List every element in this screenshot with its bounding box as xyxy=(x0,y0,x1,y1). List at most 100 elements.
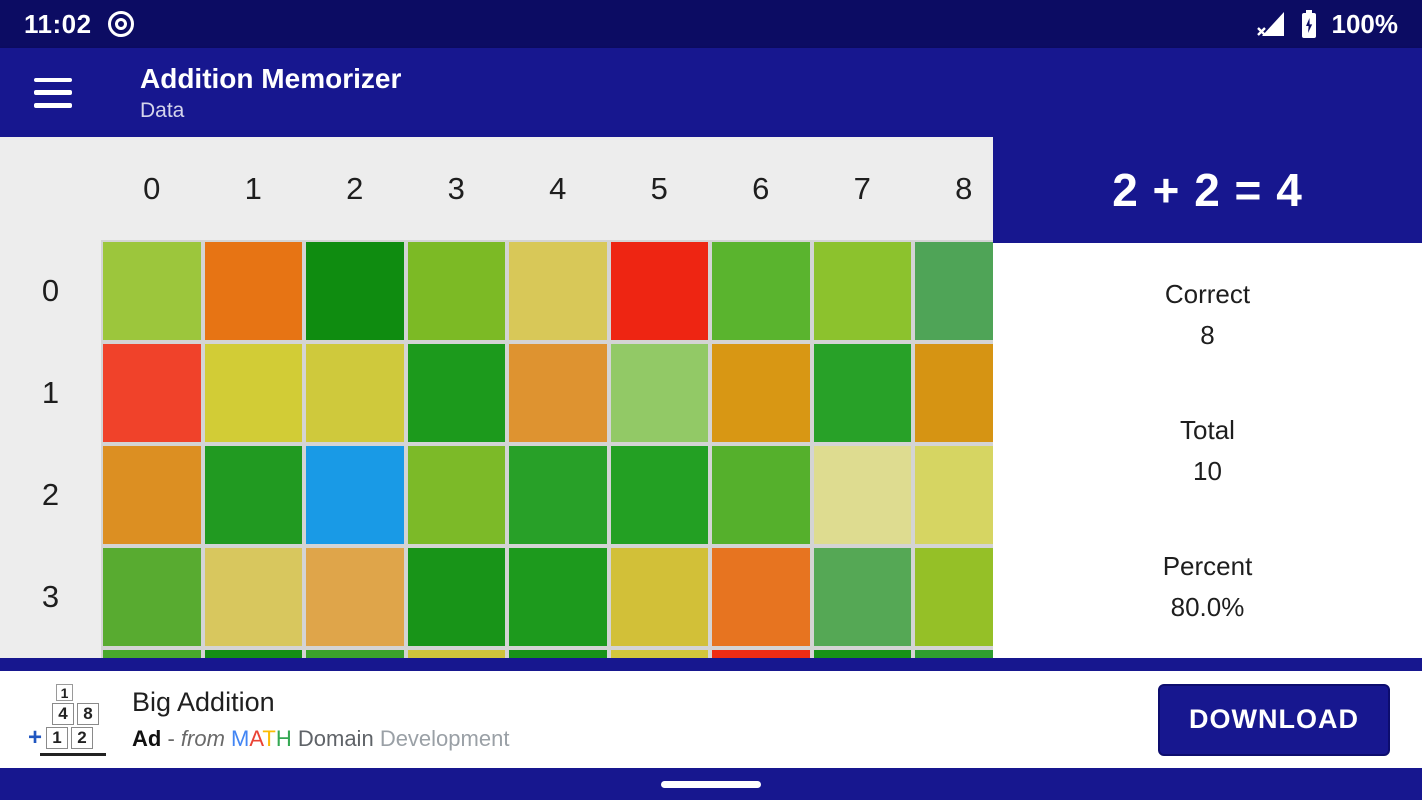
plus-sign-icon: + xyxy=(28,723,43,751)
grid-cell[interactable] xyxy=(304,546,406,648)
grid-cell[interactable] xyxy=(608,648,710,658)
ad-icon-digit: 8 xyxy=(77,702,99,725)
grid-cell[interactable] xyxy=(811,648,913,658)
column-header: 2 xyxy=(346,170,364,206)
grid-cell[interactable] xyxy=(202,240,304,342)
ad-icon-carry-digit: 1 xyxy=(56,683,73,701)
grid-cell[interactable] xyxy=(304,444,406,546)
grid-cell[interactable] xyxy=(507,342,609,444)
grid-cell[interactable] xyxy=(913,342,993,444)
column-header: 4 xyxy=(549,170,567,206)
advertiser-brand-letters: MATH xyxy=(231,726,292,751)
ad-from-text: from xyxy=(180,725,225,751)
grid-cell[interactable] xyxy=(202,648,304,658)
equation-banner: 2 + 2 = 4 xyxy=(993,137,1422,243)
grid-cell[interactable] xyxy=(101,444,203,546)
grid-cell[interactable] xyxy=(405,444,507,546)
column-header: 3 xyxy=(447,170,465,206)
advertiser-name-part: Development xyxy=(379,725,510,751)
grid-cell[interactable] xyxy=(405,342,507,444)
column-header: 6 xyxy=(752,170,770,206)
grid-row: 0 xyxy=(0,240,993,342)
grid-cell[interactable] xyxy=(608,240,710,342)
grid-cell[interactable] xyxy=(405,648,507,658)
grid-cell[interactable] xyxy=(202,444,304,546)
grid-cell[interactable] xyxy=(710,342,812,444)
battery-charging-icon xyxy=(1300,9,1318,39)
grid-column-headers: 0 1 2 3 4 5 6 7 8 xyxy=(0,137,993,240)
grid-cell[interactable] xyxy=(608,546,710,648)
grid-cell[interactable] xyxy=(913,444,993,546)
grid-cell[interactable] xyxy=(101,648,203,658)
grid-cell[interactable] xyxy=(101,546,203,648)
stat-label: Correct xyxy=(1164,278,1251,309)
grid-cell[interactable] xyxy=(405,546,507,648)
advertiser-brand-letter: M xyxy=(231,725,250,751)
advertiser-brand-letter: A xyxy=(249,725,263,751)
grid-cell[interactable] xyxy=(507,444,609,546)
notification-icon xyxy=(106,9,136,39)
grid-cell[interactable] xyxy=(405,240,507,342)
grid-row: 1 xyxy=(0,342,993,444)
grid-cell[interactable] xyxy=(811,444,913,546)
home-handle[interactable] xyxy=(661,781,761,788)
grid-cell[interactable] xyxy=(913,240,993,342)
stat-label: Percent xyxy=(1162,550,1253,581)
row-header: 4 xyxy=(0,648,101,658)
advertiser-name-part: Domain xyxy=(297,725,374,751)
grid-row: 3 xyxy=(0,546,993,648)
ad-title[interactable]: Big Addition xyxy=(132,687,275,718)
row-header: 1 xyxy=(0,342,101,444)
ad-icon-digit: 4 xyxy=(52,702,74,725)
grid-cell[interactable] xyxy=(304,240,406,342)
app-bar: Addition Memorizer Data xyxy=(0,48,1422,137)
system-navigation-bar xyxy=(0,768,1422,800)
stat-group: Total 10 xyxy=(1180,415,1235,487)
ad-label: Ad xyxy=(132,725,162,751)
grid-cell[interactable] xyxy=(304,648,406,658)
stats-panel: 2 + 2 = 4 Correct 8 Total 10 Percent 80.0% xyxy=(993,137,1422,658)
ad-separator: - xyxy=(167,725,175,751)
clock: 11:02 xyxy=(24,8,92,39)
stat-label: Total xyxy=(1180,414,1235,445)
ad-app-icon[interactable]: 1 4 8 + 1 2 xyxy=(28,683,112,756)
battery-percent: 100% xyxy=(1331,8,1399,39)
row-header: 3 xyxy=(0,546,101,648)
grid-cell[interactable] xyxy=(101,342,203,444)
grid-cell[interactable] xyxy=(913,546,993,648)
stat-value: 8 xyxy=(1200,319,1215,350)
grid-cell[interactable] xyxy=(507,240,609,342)
grid-cell[interactable] xyxy=(202,546,304,648)
grid-cell[interactable] xyxy=(202,342,304,444)
grid-cell[interactable] xyxy=(710,546,812,648)
hamburger-menu-icon[interactable] xyxy=(34,77,72,108)
grid-cell[interactable] xyxy=(710,444,812,546)
advertiser-brand-letter: T xyxy=(262,725,276,751)
signal-off-icon xyxy=(1256,10,1286,38)
row-header: 0 xyxy=(0,240,101,342)
grid-cell[interactable] xyxy=(811,546,913,648)
column-header: 7 xyxy=(853,170,871,206)
grid-cell[interactable] xyxy=(507,648,609,658)
grid-row: 2 xyxy=(0,444,993,546)
page-title: Addition Memorizer xyxy=(140,62,402,94)
grid-cell[interactable] xyxy=(913,648,993,658)
column-header: 1 xyxy=(244,170,262,206)
column-header: 8 xyxy=(955,170,973,206)
grid-cell[interactable] xyxy=(811,240,913,342)
stat-group: Percent 80.0% xyxy=(1163,551,1253,623)
advertiser-brand-letter: H xyxy=(275,725,292,751)
grid-cell[interactable] xyxy=(608,342,710,444)
grid-cell[interactable] xyxy=(101,240,203,342)
grid-cell[interactable] xyxy=(710,240,812,342)
grid-cell[interactable] xyxy=(710,648,812,658)
download-button[interactable]: DOWNLOAD xyxy=(1158,683,1390,756)
page-subtitle: Data xyxy=(140,98,185,122)
grid-cell[interactable] xyxy=(608,444,710,546)
grid-cell[interactable] xyxy=(304,342,406,444)
grid-cell[interactable] xyxy=(811,342,913,444)
grid-cell[interactable] xyxy=(507,546,609,648)
